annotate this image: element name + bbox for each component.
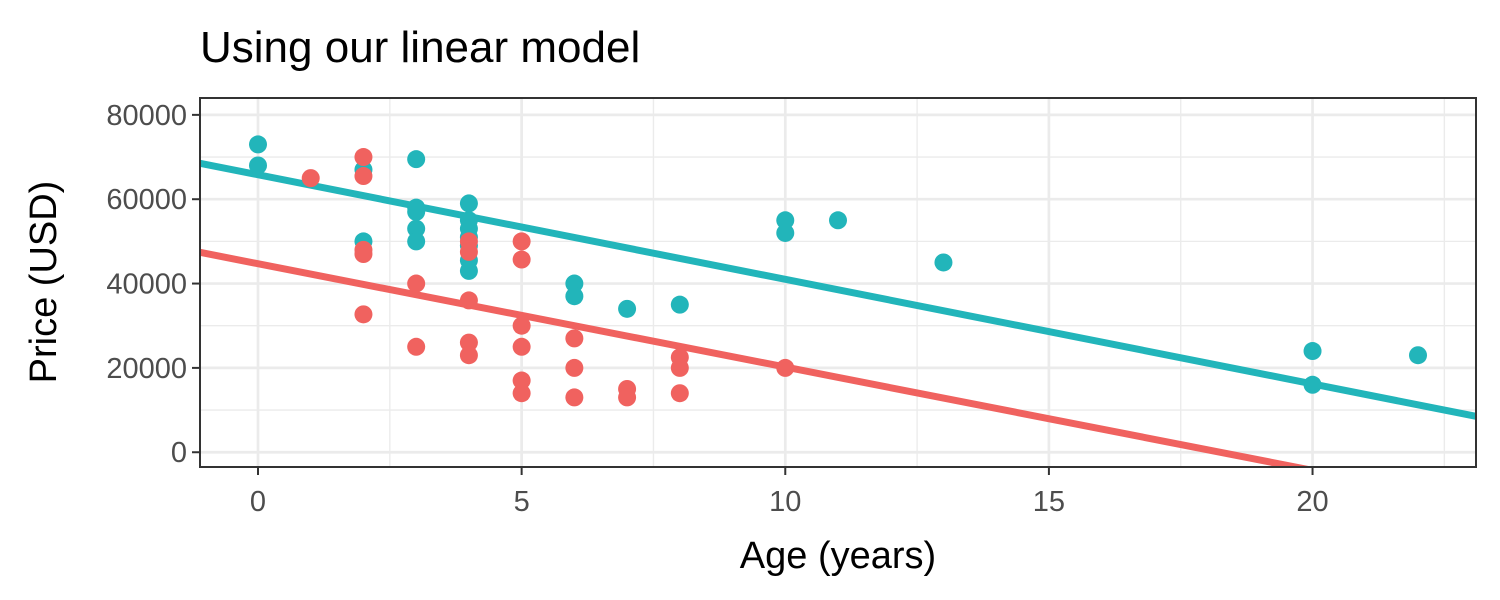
- series-2-point: [618, 388, 637, 407]
- series-1-point: [1303, 375, 1322, 394]
- series-1-point: [459, 261, 478, 280]
- series-2-point: [670, 384, 689, 403]
- series-1-point: [565, 274, 584, 293]
- series-1-point: [249, 135, 267, 154]
- series-1-point: [565, 287, 584, 306]
- series-2-point: [354, 305, 373, 324]
- x-axis-title: Age (years): [740, 535, 936, 577]
- y-axis: 0 20000 40000 60000 80000: [106, 100, 200, 469]
- series-2-point: [565, 358, 584, 377]
- series-2-point: [512, 371, 531, 390]
- series-2-point: [354, 245, 373, 264]
- series-2-point: [354, 167, 373, 186]
- series-1-point: [1303, 342, 1322, 361]
- x-tick-label: 20: [1296, 486, 1328, 518]
- chart-title: Using our linear model: [200, 23, 640, 72]
- series-2-point: [459, 346, 478, 365]
- series-1-point: [407, 202, 426, 221]
- series-1-point: [670, 295, 689, 314]
- data-points: [249, 135, 1427, 407]
- series-1-point: [459, 194, 478, 213]
- series-2-point: [407, 337, 426, 356]
- series-2-point: [776, 358, 795, 377]
- major-gridlines: [200, 98, 1476, 467]
- x-tick-label: 0: [250, 486, 266, 518]
- x-tick-label: 5: [514, 486, 530, 518]
- series-1-point: [407, 232, 426, 251]
- y-tick-label: 80000: [106, 100, 187, 132]
- series-2-point: [565, 388, 584, 407]
- series-2-point: [354, 148, 373, 167]
- series-1-point: [776, 223, 795, 242]
- series-2-point: [459, 291, 478, 310]
- y-tick-label: 40000: [106, 269, 187, 301]
- series-2-point: [512, 250, 531, 269]
- series-1-point: [776, 211, 795, 230]
- plot-border: [199, 97, 1477, 468]
- series-2-fit-line: [200, 248, 1314, 467]
- series-2-point: [459, 333, 478, 352]
- x-tick-label: 10: [769, 486, 801, 518]
- series-1-point: [829, 211, 847, 230]
- series-2-point: [565, 329, 584, 348]
- y-tick-label: 20000: [106, 353, 187, 385]
- series-2-point: [459, 242, 478, 261]
- plot-panel: [199, 97, 1477, 468]
- y-axis-title: Price (USD): [23, 181, 65, 384]
- x-axis: 0 5 10 15 20: [250, 467, 1329, 518]
- series-1-point: [407, 150, 426, 169]
- x-tick-label: 15: [1033, 486, 1065, 518]
- series-2-point: [512, 337, 531, 356]
- y-tick-label: 0: [171, 437, 187, 469]
- series-1-point: [934, 253, 953, 272]
- series-1-point: [618, 299, 637, 318]
- series-1-point: [1409, 346, 1427, 365]
- series-2-point: [512, 232, 531, 251]
- series-2-point: [301, 169, 320, 188]
- series-2-point: [670, 358, 689, 377]
- series-2-point: [512, 316, 531, 335]
- series-2-point: [512, 384, 531, 403]
- series-1-point: [249, 156, 267, 175]
- series-1-point: [407, 219, 426, 238]
- series-2-point: [407, 274, 426, 293]
- y-tick-label: 60000: [106, 184, 187, 216]
